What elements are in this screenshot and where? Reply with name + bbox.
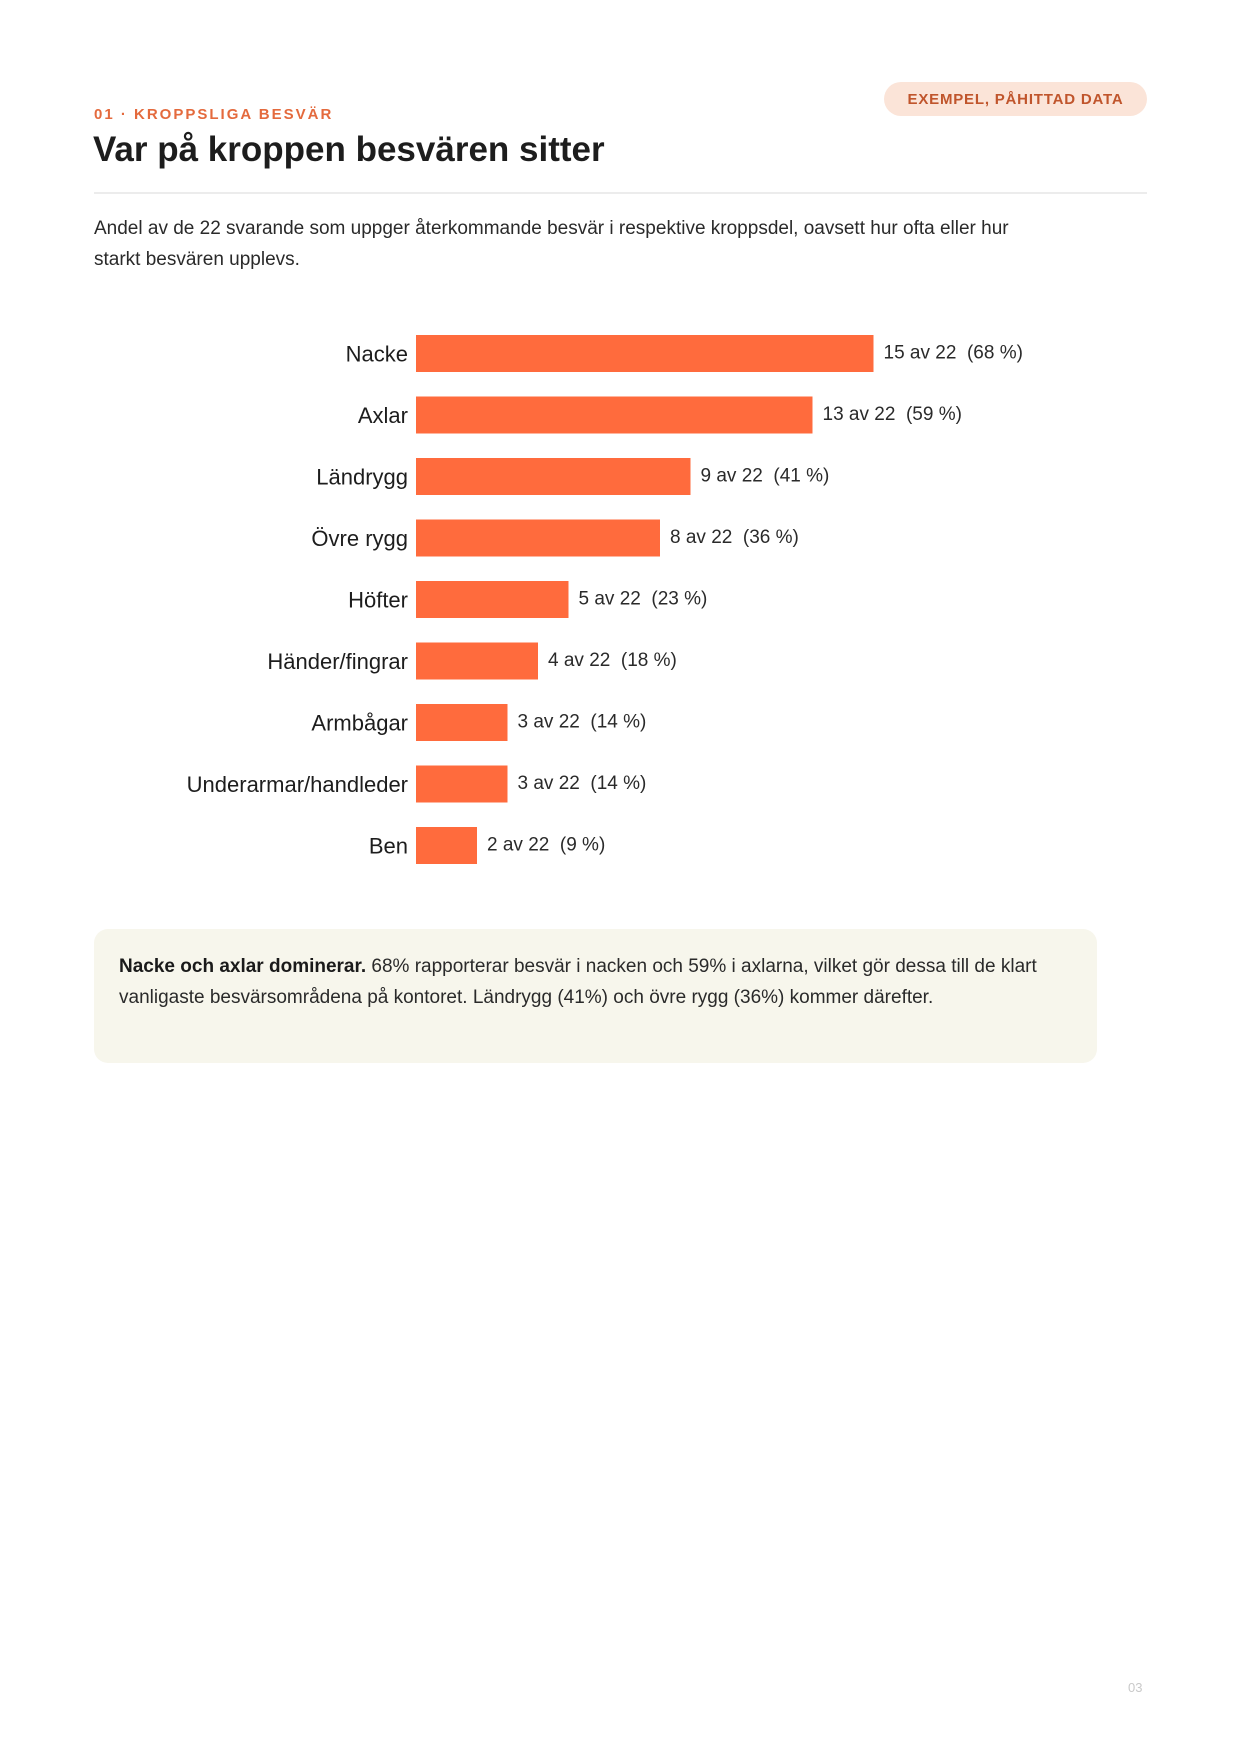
- title-divider: [94, 192, 1147, 194]
- bar: [416, 519, 660, 557]
- value-label: 9 av 22 (41 %): [701, 466, 830, 487]
- category-label: Armbågar: [311, 711, 408, 736]
- bar: [416, 335, 874, 372]
- page-number: 03: [1128, 1680, 1143, 1695]
- callout-text: 68% rapporterar besvär i nacken och 59% …: [119, 956, 1037, 1008]
- category-label: Händer/fingrar: [267, 649, 408, 674]
- bar: [416, 396, 813, 434]
- value-label: 3 av 22 (14 %): [518, 773, 647, 794]
- category-label: Ben: [369, 834, 408, 859]
- bar: [416, 581, 569, 618]
- category-label: Ländrygg: [316, 465, 408, 490]
- intro-text: Andel av de 22 svarande som uppger återk…: [94, 218, 1009, 270]
- bar: [416, 642, 538, 680]
- category-label: Höfter: [348, 588, 408, 613]
- page-title: Var på kroppen besvären sitter: [93, 130, 605, 169]
- bar: [416, 704, 508, 741]
- category-label: Underarmar/handleder: [187, 772, 408, 797]
- value-label: 13 av 22 (59 %): [823, 404, 962, 425]
- category-label: Övre rygg: [311, 526, 408, 551]
- body-area-bar-chart: Nacke 15 av 22 (68 %) Axlar 13 av 22 (59 %)…: [187, 335, 1023, 864]
- example-data-badge: EXEMPEL, PÅHITTAD DATA: [884, 82, 1147, 116]
- value-label: 5 av 22 (23 %): [579, 589, 708, 610]
- category-label: Nacke: [346, 342, 408, 367]
- value-label: 15 av 22 (68 %): [884, 343, 1023, 364]
- callout-lead: Nacke och axlar dominerar.: [119, 956, 367, 977]
- value-label: 4 av 22 (18 %): [548, 650, 677, 671]
- category-label: Axlar: [358, 403, 408, 428]
- bar: [416, 827, 477, 864]
- value-label: 2 av 22 (9 %): [487, 835, 605, 856]
- bar: [416, 458, 691, 495]
- section-kicker: 01 · KROPPSLIGA BESVÄR: [94, 106, 334, 123]
- bar: [416, 765, 508, 803]
- insight-callout: Nacke och axlar dominerar. 68% rapporter…: [94, 929, 1097, 1063]
- value-label: 8 av 22 (36 %): [670, 527, 799, 548]
- value-label: 3 av 22 (14 %): [518, 712, 647, 733]
